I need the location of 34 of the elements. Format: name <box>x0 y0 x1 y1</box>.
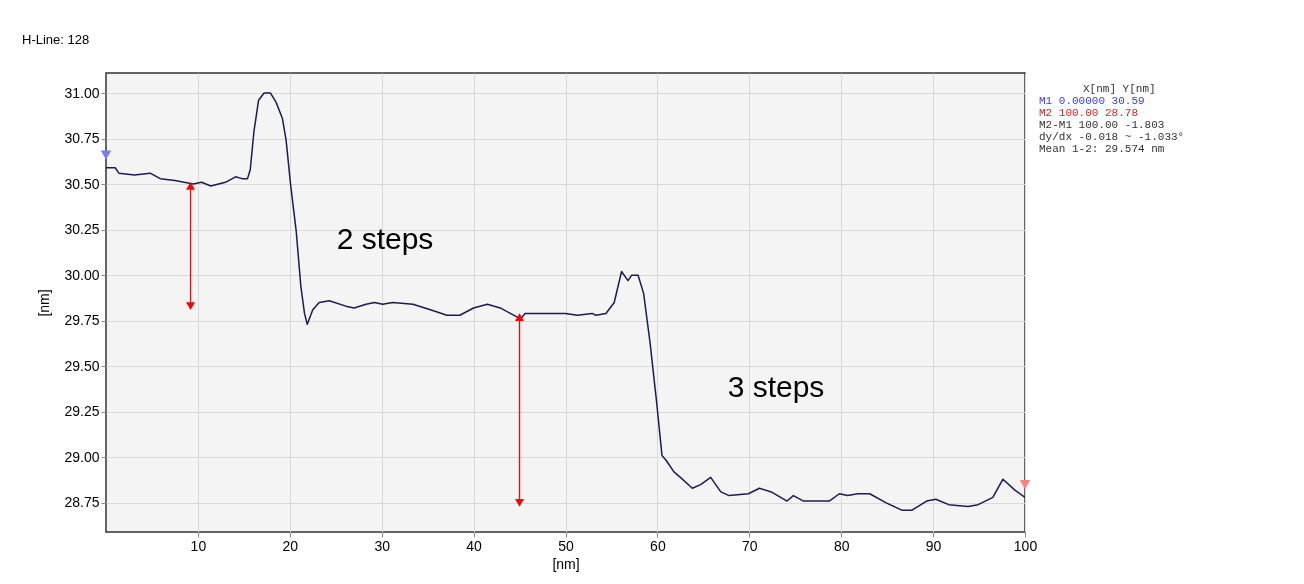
y-tick-label: 30.00 <box>64 266 100 283</box>
annotation: 2 steps <box>336 222 434 255</box>
text: Mean 1-2: 29.574 nm <box>1039 143 1165 155</box>
text: dy/dx -0.018 ~ -1.033° <box>1039 131 1185 143</box>
y-tick-label: 28.75 <box>64 494 100 511</box>
y-tick-label: 30.25 <box>64 221 100 238</box>
y-tick-label: 29.75 <box>64 312 100 329</box>
y-tick-label: 29.50 <box>64 357 100 374</box>
x-tick-label: 80 <box>833 537 850 554</box>
point <box>1019 480 1031 490</box>
x-axis-title: [nm] <box>552 555 580 572</box>
y-tick-label: 29.25 <box>64 403 100 420</box>
point <box>100 150 112 160</box>
x-tick-label: 50 <box>558 537 574 554</box>
text: M2-M1 100.00 -1.803 <box>1039 119 1165 131</box>
x-tick-label: 30 <box>374 537 391 554</box>
y-axis-title: [nm] <box>36 289 53 317</box>
x-tick-label: 60 <box>650 537 666 554</box>
x-tick-label: 20 <box>282 537 299 554</box>
x-tick-label: 10 <box>190 537 207 554</box>
text: M1 0.00000 30.59 <box>1039 95 1145 107</box>
x-tick-label: 100 <box>1013 537 1038 554</box>
y-tick-label: 31.00 <box>64 84 100 101</box>
text: X[nm] Y[nm] <box>1083 83 1156 95</box>
y-tick-label: 30.50 <box>64 175 100 192</box>
annotation: 3 steps <box>727 370 825 403</box>
y-tick-label: 29.00 <box>64 448 100 465</box>
chart-title: H-Line: 128 <box>22 32 90 47</box>
text: M2 100.00 28.78 <box>1039 107 1139 119</box>
x-tick-label: 90 <box>925 537 942 554</box>
line-series <box>106 92 1025 511</box>
y-tick-label: 30.75 <box>64 130 100 147</box>
x-tick-label: 40 <box>466 537 483 554</box>
x-tick-label: 70 <box>742 537 758 554</box>
